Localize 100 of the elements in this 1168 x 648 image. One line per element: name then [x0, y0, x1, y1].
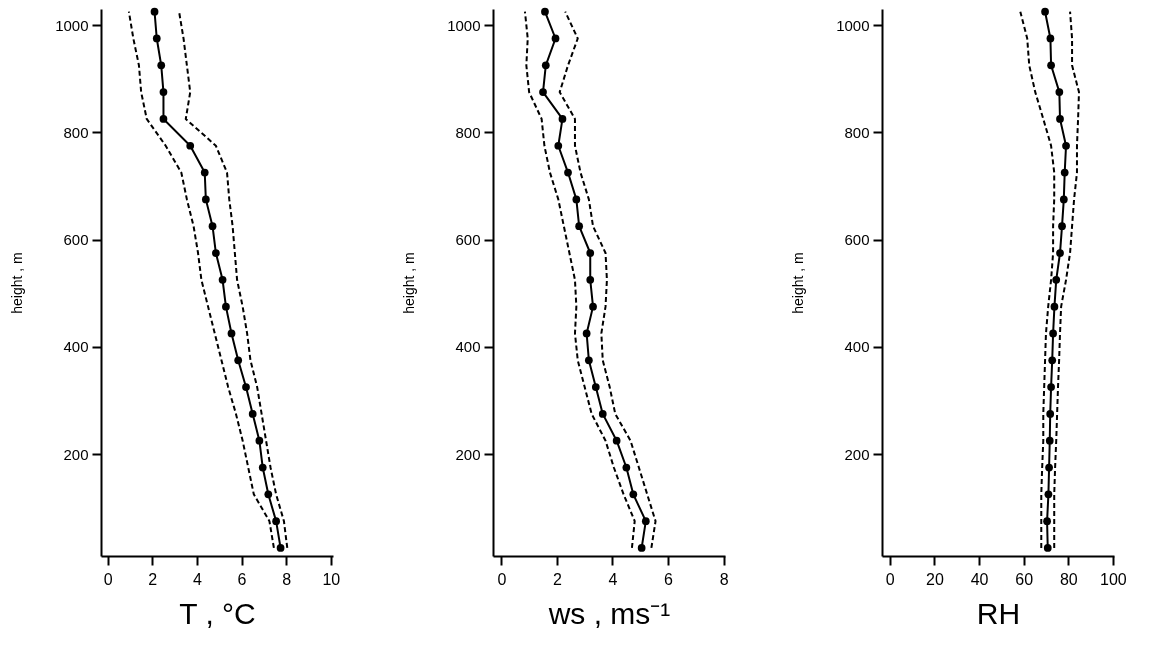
x-tick-label: 10	[322, 570, 341, 588]
point	[212, 249, 220, 257]
point	[1047, 383, 1055, 391]
point	[612, 436, 621, 445]
point	[551, 34, 560, 43]
y-tick-label: 400	[63, 338, 89, 356]
y-tick-label: 600	[455, 231, 481, 249]
point	[582, 329, 591, 338]
point	[201, 195, 210, 204]
point	[159, 88, 168, 96]
point	[1047, 61, 1055, 70]
point	[629, 490, 638, 499]
x-tick-label: 0	[497, 570, 507, 588]
point	[641, 517, 650, 526]
point	[541, 61, 550, 70]
line-series	[558, 10, 657, 549]
point	[564, 168, 572, 177]
point	[227, 329, 236, 338]
point	[152, 34, 161, 43]
point	[591, 383, 600, 391]
point	[242, 383, 250, 391]
point	[558, 115, 567, 123]
point	[255, 436, 264, 445]
x-axis-title: RH	[976, 596, 1021, 630]
point	[1059, 195, 1068, 204]
point	[208, 222, 217, 231]
x-tick-label: 0	[103, 570, 113, 588]
point	[575, 222, 583, 231]
point	[1041, 7, 1049, 16]
y-tick-label: 800	[63, 123, 89, 141]
point	[622, 463, 631, 472]
x-axis-title: T , °C	[179, 596, 256, 630]
point	[218, 275, 227, 284]
x-tick-label: 4	[192, 570, 202, 588]
point	[554, 141, 563, 150]
x-tick-label: 2	[148, 570, 158, 588]
point	[222, 302, 230, 311]
point	[584, 356, 593, 365]
point	[157, 61, 166, 70]
x-tick-label: 6	[237, 570, 247, 588]
point	[272, 517, 280, 526]
x-tick-label: 100	[1100, 570, 1127, 588]
y-axis-title: height , m	[9, 252, 26, 314]
point	[264, 490, 273, 499]
point	[1044, 490, 1053, 499]
point	[276, 544, 285, 552]
y-tick-label: 200	[63, 445, 89, 463]
y-tick-label: 1000	[836, 16, 870, 34]
x-tick-label: 20	[926, 570, 944, 588]
point	[1060, 168, 1069, 177]
point	[598, 410, 607, 418]
y-tick-label: 800	[455, 123, 481, 141]
y-tick-label: 400	[455, 338, 481, 356]
point	[1052, 275, 1061, 284]
point	[186, 141, 195, 150]
y-tick-label: 600	[844, 231, 870, 249]
y-tick-label: 600	[63, 231, 89, 249]
x-tick-label: 80	[1059, 570, 1078, 588]
x-axis-title: ws , ms⁻¹	[547, 596, 671, 630]
x-tick-label: 8	[282, 570, 292, 588]
point	[1062, 141, 1070, 150]
point	[234, 356, 243, 365]
point	[258, 463, 267, 472]
y-tick-label: 200	[455, 445, 481, 463]
y-tick-label: 200	[844, 445, 870, 463]
point	[586, 275, 595, 284]
x-tick-label: 8	[719, 570, 729, 588]
point	[1048, 356, 1057, 365]
line-series	[178, 10, 289, 549]
point	[1043, 544, 1052, 552]
point	[539, 88, 547, 96]
point	[586, 249, 595, 257]
point	[1045, 463, 1053, 472]
point	[200, 168, 209, 177]
x-tick-label: 40	[970, 570, 989, 588]
point	[541, 7, 549, 16]
x-tick-label: 6	[664, 570, 674, 588]
point	[1058, 222, 1066, 231]
point	[150, 7, 159, 16]
x-tick-label: 60	[1015, 570, 1034, 588]
point	[159, 115, 168, 123]
point	[248, 410, 257, 418]
x-tick-label: 0	[885, 570, 895, 588]
point	[1050, 302, 1059, 311]
point	[1043, 517, 1051, 526]
point	[1045, 436, 1054, 445]
point	[1056, 249, 1064, 257]
point	[1056, 115, 1064, 123]
point	[1055, 88, 1064, 96]
y-tick-label: 1000	[447, 16, 481, 34]
point	[637, 544, 646, 552]
point	[1049, 329, 1057, 338]
line-series	[523, 10, 636, 549]
y-tick-label: 800	[844, 123, 870, 141]
x-tick-label: 2	[552, 570, 562, 588]
x-tick-label: 4	[608, 570, 618, 588]
point	[572, 195, 581, 204]
point	[1046, 34, 1055, 43]
point	[589, 302, 597, 311]
y-tick-label: 400	[844, 338, 870, 356]
